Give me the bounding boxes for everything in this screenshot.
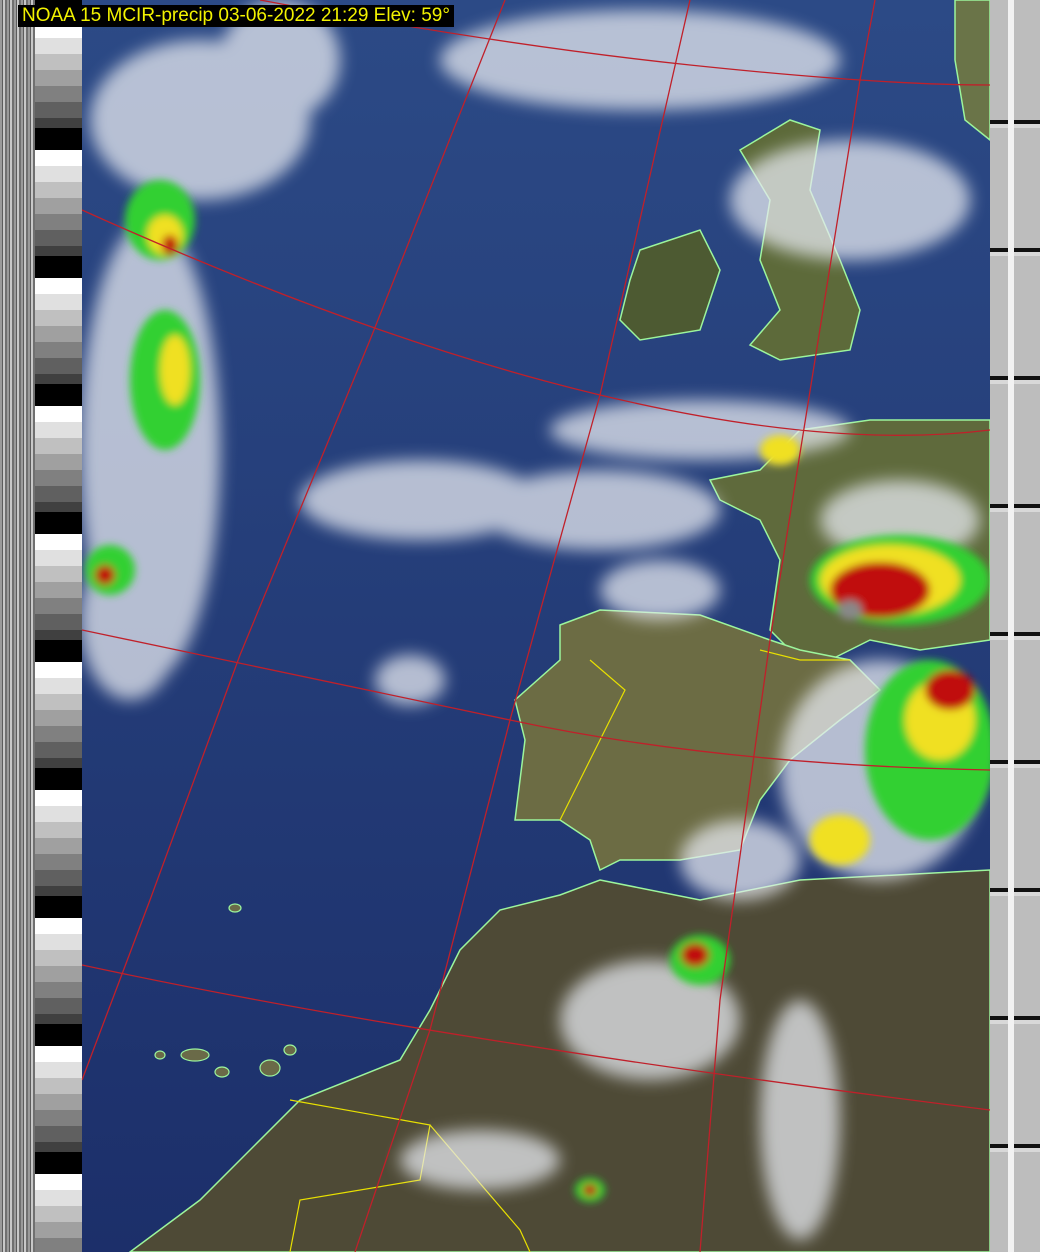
mcir-map [82, 0, 990, 1252]
scandinavia [954, 0, 990, 141]
image-caption: NOAA 15 MCIR-precip 03-06-2022 21:29 Ele… [18, 5, 454, 27]
telemetry-wedge-strip-left [35, 0, 82, 1252]
ireland [619, 229, 721, 341]
precipitation [85, 180, 990, 1202]
telemetry-strip-right [990, 0, 1040, 1252]
sync-noise-strip [0, 0, 35, 1252]
canary-islands [154, 903, 297, 1078]
borders [559, 659, 626, 821]
